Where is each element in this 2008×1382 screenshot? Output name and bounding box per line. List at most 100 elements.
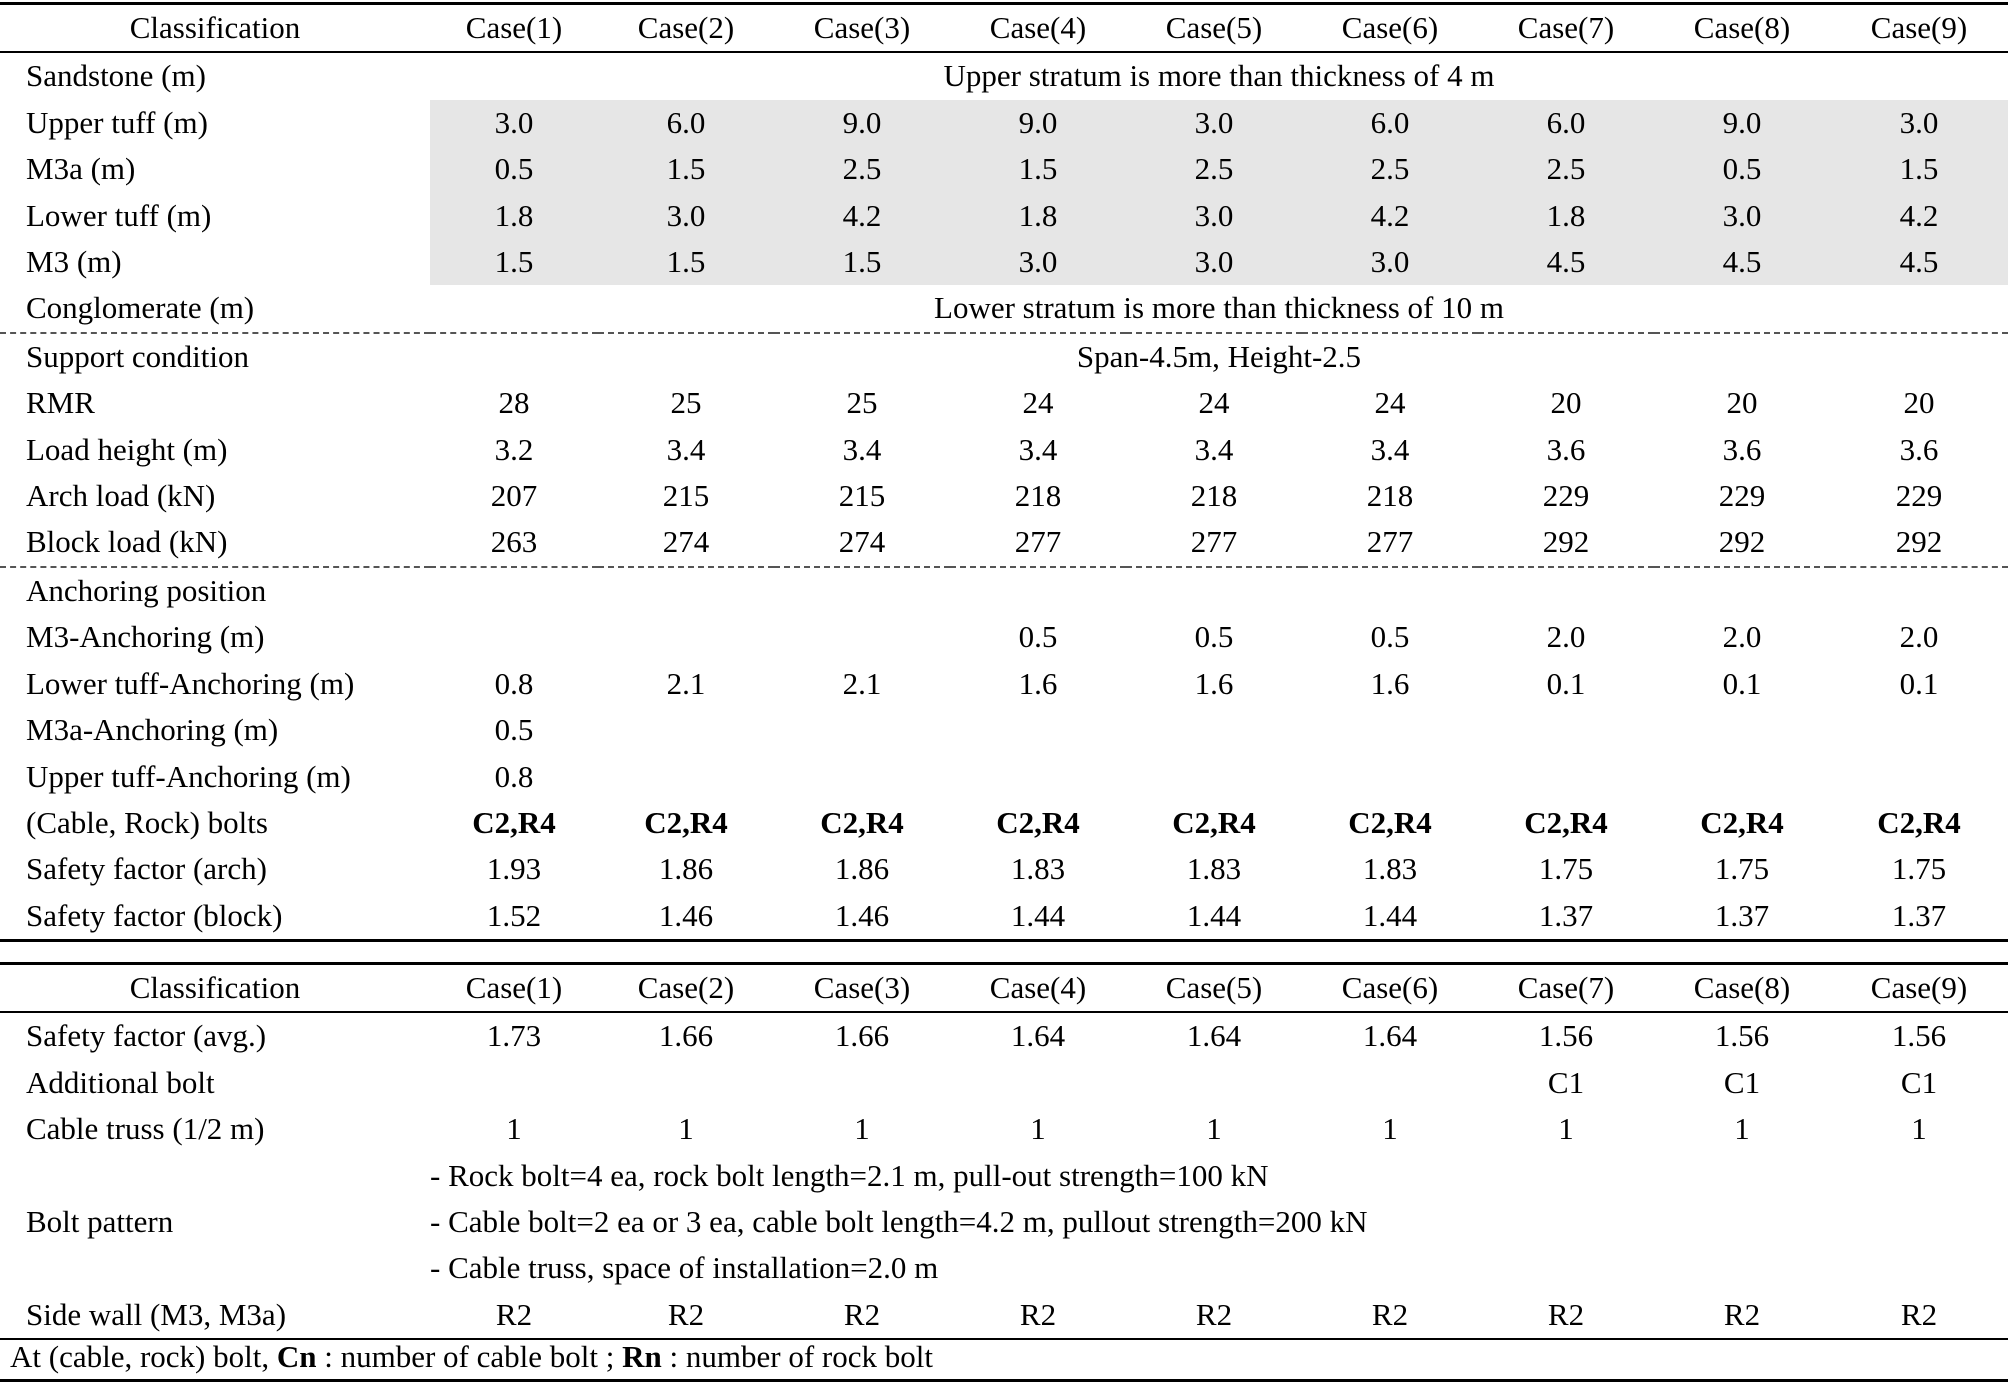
anchoring-row-4-case-7 <box>1478 754 1654 800</box>
support-row-2-case-4: 3.4 <box>1018 431 1058 467</box>
support-row-1-case-8: 20 <box>1726 385 1758 421</box>
anchoring-row-6-case-2: 1.86 <box>658 851 714 887</box>
bolt-pattern-label: Bolt pattern <box>26 1204 174 1240</box>
anchoring-row-1-label: M3-Anchoring (m) <box>26 619 265 655</box>
bolt-pattern-line-3: - Cable truss, space of installation=2.0… <box>430 1250 939 1286</box>
strata-row-4-case-5: 3.0 <box>1126 239 1302 286</box>
header-case-6: Case(6) <box>1302 2 1478 54</box>
summary-row-3-case-9: 1 <box>1911 1111 1927 1147</box>
strata-row-2-case-6: 2.5 <box>1302 146 1478 193</box>
strata-row-1-case-3: 9.0 <box>774 99 950 147</box>
side-wall-row-case-6: R2 <box>1302 1291 1478 1341</box>
strata-row-3-case-4: 1.8 <box>950 192 1126 240</box>
anchoring-row-2-case-2: 2.1 <box>666 665 706 701</box>
strata-row-1-case-2: 6.0 <box>598 99 774 147</box>
support-row-4-case-4: 277 <box>1014 524 1062 560</box>
support-row-3-case-7: 229 <box>1542 478 1590 514</box>
strata-row-2-label: M3a (m) <box>26 151 136 187</box>
anchoring-row-1-case-4: 0.5 <box>1018 619 1058 655</box>
header-case-8: Case(8) <box>1654 2 1830 54</box>
summary-row-2-case-9: C1 <box>1900 1064 1938 1100</box>
summary-row-3-label: Cable truss (1/2 m) <box>26 1111 265 1147</box>
anchoring-row-6-case-7: 1.75 <box>1538 851 1594 887</box>
anchoring-row-5-label: (Cable, Rock) bolts <box>26 804 268 840</box>
anchoring-row-1-case-9: 2.0 <box>1899 619 1939 655</box>
footnote-cn-text: : number of cable bolt ; <box>316 1339 623 1374</box>
support-row-2-case-1: 3.2 <box>494 431 534 467</box>
anchoring-row-5: (Cable, Rock) bolts C2,R4 C2,R4 C2,R4 C2,R4 C… <box>0 800 2008 846</box>
header-classification: Classification <box>0 2 430 54</box>
header-case-7: Case(7) <box>1478 962 1654 1014</box>
header-case-5: Case(5) <box>1126 962 1302 1014</box>
header-case-9: Case(9) <box>1830 962 2008 1014</box>
summary-row-3-case-3: 1 <box>854 1111 870 1147</box>
header-case-3: Case(3) <box>774 962 950 1014</box>
header-classification: Classification <box>0 962 430 1014</box>
support-row-4-case-8: 292 <box>1718 524 1766 560</box>
anchoring-row-3-case-8 <box>1654 707 1830 753</box>
strata-row-1-case-5: 3.0 <box>1126 99 1302 147</box>
support-row-2: Load height (m) 3.2 3.4 3.4 3.4 3.4 3.4 3.6 3.6 3… <box>0 427 2008 473</box>
support-row-1-case-5: 24 <box>1198 385 1230 421</box>
strata-row-2-case-3: 2.5 <box>774 146 950 193</box>
support-condition-row-note: Span-4.5m, Height-2.5 <box>430 331 2008 381</box>
strata-row-3-case-7: 1.8 <box>1478 192 1654 240</box>
strata-row-1-case-1: 3.0 <box>430 99 598 147</box>
anchoring-row-4-case-2 <box>598 754 774 800</box>
anchoring-row-4-case-8 <box>1654 754 1830 800</box>
anchoring-row-3-case-2 <box>598 707 774 753</box>
header-case-4: Case(4) <box>950 962 1126 1014</box>
conglomerate-row-label: Conglomerate (m) <box>26 290 255 326</box>
anchoring-row-1-case-1 <box>430 614 598 660</box>
anchoring-row-7-label: Safety factor (block) <box>0 892 430 943</box>
anchoring-position-row-label: Anchoring position <box>0 565 430 615</box>
anchoring-row-6-case-4: 1.83 <box>1010 851 1066 887</box>
strata-row-2-case-8: 0.5 <box>1654 146 1830 193</box>
anchoring-position-row: Anchoring position <box>0 565 2008 615</box>
support-row-3-case-3: 215 <box>838 478 886 514</box>
strata-row-4-case-4: 3.0 <box>950 239 1126 286</box>
anchoring-row-3: M3a-Anchoring (m) 0.5 <box>0 707 2008 753</box>
anchoring-row-4-case-3 <box>774 754 950 800</box>
header-case-2: Case(2) <box>598 962 774 1014</box>
footnote: At (cable, rock) bolt, Cn : number of ca… <box>10 1334 933 1380</box>
strata-row-3-label: Lower tuff (m) <box>26 197 212 233</box>
support-row-2-case-6: 3.4 <box>1370 431 1410 467</box>
summary-row-2-case-4 <box>950 1060 1126 1106</box>
anchoring-row-6-case-5: 1.83 <box>1186 851 1242 887</box>
support-row-3: Arch load (kN) 207 215 215 218 218 218 229 229 22… <box>0 473 2008 519</box>
support-row-4-case-9: 292 <box>1895 524 1943 560</box>
summary-row-2-case-8: C1 <box>1723 1064 1761 1100</box>
strata-row-2-case-7: 2.5 <box>1478 146 1654 193</box>
summary-row-3-case-8: 1 <box>1734 1111 1750 1147</box>
conglomerate-row-note: Lower stratum is more than thickness of … <box>934 290 1504 326</box>
side-wall-row: Side wall (M3, M3a) R2 R2 R2 R2 R2 R2 R2 R2 R2 <box>0 1291 2008 1341</box>
support-row-2-case-5: 3.4 <box>1194 431 1234 467</box>
side-wall-row-case-1: R2 <box>430 1291 598 1341</box>
strata-row-4-case-2: 1.5 <box>598 239 774 286</box>
header-case-8: Case(8) <box>1654 962 1830 1014</box>
bolt-pattern-line-1: - Rock bolt=4 ea, rock bolt length=2.1 m… <box>430 1157 1269 1193</box>
anchoring-row-1: M3-Anchoring (m) 0.5 0.5 0.5 2.0 2.0 2.0 <box>0 614 2008 660</box>
header-case-1: Case(1) <box>430 2 598 54</box>
anchoring-row-6-case-6: 1.83 <box>1362 851 1418 887</box>
support-row-2-case-2: 3.4 <box>666 431 706 467</box>
header-case-1: Case(1) <box>430 962 598 1014</box>
strata-row-1-case-7: 6.0 <box>1478 99 1654 147</box>
anchoring-row-3-case-6 <box>1302 707 1478 753</box>
header-case-3: Case(3) <box>774 2 950 54</box>
support-row-2-case-7: 3.6 <box>1546 431 1586 467</box>
anchoring-row-1-case-8: 2.0 <box>1722 619 1762 655</box>
anchoring-row-5-case-9: C2,R4 <box>1877 804 1961 840</box>
anchoring-row-3-case-4 <box>950 707 1126 753</box>
anchoring-row-2-label: Lower tuff-Anchoring (m) <box>26 665 355 701</box>
side-wall-row-case-8: R2 <box>1654 1291 1830 1341</box>
support-row-4-case-6: 277 <box>1366 524 1414 560</box>
anchoring-row-6-case-8: 1.75 <box>1714 851 1770 887</box>
support-row-2-case-8: 3.6 <box>1722 431 1762 467</box>
support-row-1: RMR 28 25 25 24 24 24 20 20 20 <box>0 380 2008 426</box>
strata-row-2-case-2: 1.5 <box>598 146 774 193</box>
anchoring-row-7-case-9: 1.37 <box>1830 892 2008 943</box>
anchoring-row-7-case-1: 1.52 <box>430 892 598 943</box>
anchoring-row-7-case-8: 1.37 <box>1654 892 1830 943</box>
